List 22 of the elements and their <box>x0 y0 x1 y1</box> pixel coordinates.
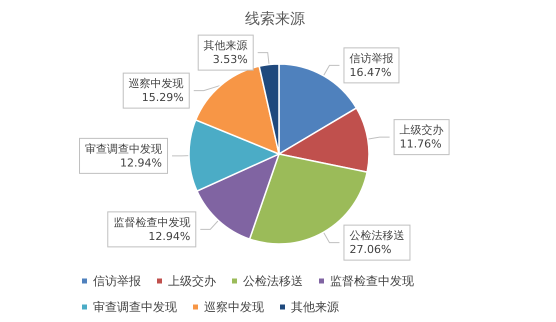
legend-label: 其他来源 <box>291 300 339 314</box>
legend-label: 巡察中发现 <box>204 300 264 314</box>
data-label: 12.94% <box>148 230 190 243</box>
data-label: 11.76% <box>400 138 442 151</box>
slice-label: 信访举报 <box>349 52 394 65</box>
slice-label: 上级交办 <box>400 124 444 137</box>
data-label: 15.29% <box>142 91 184 104</box>
legend-label: 监督检查中发现 <box>330 274 414 288</box>
slice-label: 审查调查中发现 <box>85 142 162 156</box>
slice-label: 监督检查中发现 <box>113 216 190 229</box>
legend-label: 公检法移送 <box>243 274 303 288</box>
data-label: 12.94% <box>120 156 162 170</box>
legend-label: 信访举报 <box>93 274 141 288</box>
data-label: 16.47% <box>349 66 392 79</box>
slice-label: 公检法移送 <box>349 229 404 242</box>
slice-label: 其他来源 <box>204 39 248 52</box>
data-label: 27.06% <box>349 243 392 256</box>
chart-title: 线索来源 <box>245 10 305 28</box>
legend-label: 上级交办 <box>168 274 216 288</box>
slice-label: 巡察中发现 <box>128 77 184 90</box>
data-label: 3.53% <box>212 53 248 66</box>
legend-label: 审查调查中发现 <box>93 300 177 314</box>
